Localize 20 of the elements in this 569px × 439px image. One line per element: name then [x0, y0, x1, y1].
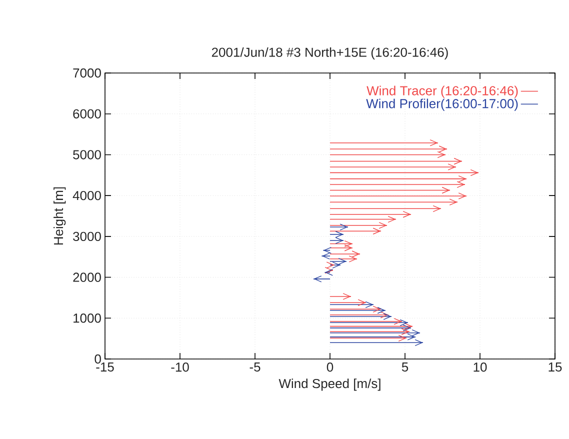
y-tick-label: 3000: [73, 232, 101, 242]
x-tick-label: -5: [250, 362, 260, 372]
y-axis-title: Height [m]: [54, 187, 66, 245]
chart-title: 2001/Jun/18 #3 North+15E (16:20-16:46): [212, 47, 448, 60]
y-tick-label: 4000: [72, 190, 101, 200]
legend-label: Wind Profiler(16:00-17:00): [366, 98, 518, 111]
x-axis-title: Wind Speed [m/s]: [278, 378, 380, 391]
x-tick-label: -10: [171, 362, 189, 372]
legend-label: Wind Tracer (16:20-16:46): [366, 86, 518, 98]
x-tick-label: -15: [96, 362, 114, 372]
y-tick-label: 0: [94, 354, 101, 364]
x-tick-label: 0: [326, 362, 334, 372]
y-tick-label: 5000: [73, 150, 101, 160]
x-tick-label: 10: [474, 362, 487, 372]
y-tick-label: 6000: [73, 109, 101, 118]
y-tick-label: 2000: [73, 272, 101, 282]
y-tick-label: 1000: [74, 314, 101, 323]
y-tick-label: 7000: [73, 68, 101, 78]
x-tick-label: 15: [548, 362, 562, 372]
x-tick-label: 5: [402, 362, 408, 372]
